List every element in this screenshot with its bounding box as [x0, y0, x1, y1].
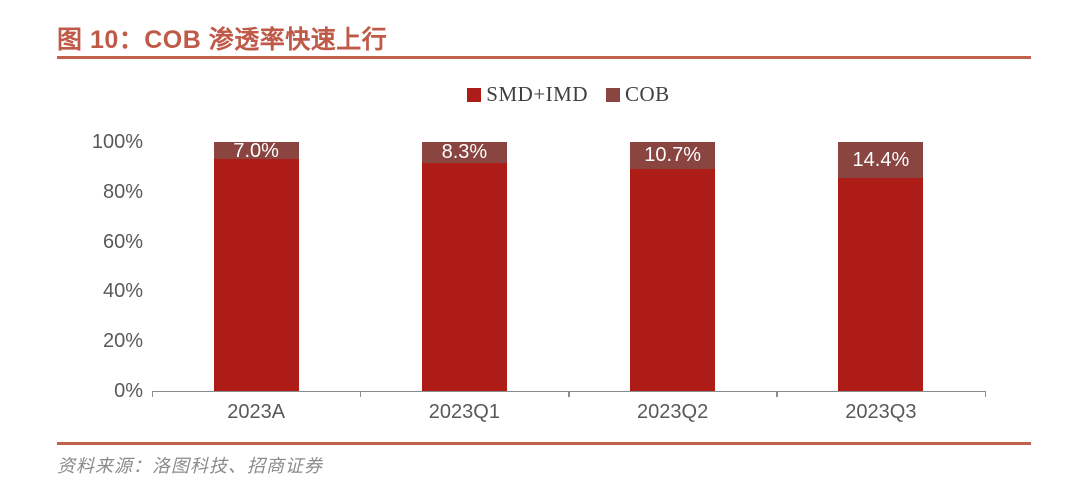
legend-swatch-cob-icon — [606, 87, 620, 102]
source-text: 资料来源：洛图科技、招商证券 — [57, 456, 323, 476]
bar-data-label: 10.7% — [644, 144, 701, 167]
bar-segment-smd-imd — [838, 177, 924, 391]
bar-segment-cob: 7.0% — [213, 139, 299, 162]
y-axis-labels: 0% 20% 40% 60% 80% 100% — [57, 0, 143, 501]
y-tick-label: 40% — [102, 280, 143, 303]
legend-swatch-smd-imd-icon — [467, 87, 482, 102]
title-divider — [57, 56, 1031, 59]
legend-item-cob: COB — [606, 82, 670, 107]
x-axis-tick — [359, 391, 362, 397]
stacked-bar-2023Q1: 8.3% — [421, 141, 507, 391]
bar-segment-cob: 14.4% — [838, 142, 924, 178]
x-axis-tick — [984, 391, 986, 397]
y-tick-label: 100% — [91, 131, 143, 153]
bottom-divider — [57, 442, 1031, 445]
bar-data-label: 7.0% — [233, 139, 279, 162]
x-axis-tick — [151, 391, 153, 397]
bar-segment-smd-imd — [421, 162, 507, 391]
y-tick-label: 60% — [102, 230, 143, 253]
plot-area: 7.0% 8.3% 10.7% 14.4% — [151, 139, 986, 397]
stacked-bar-2023Q3: 14.4% — [838, 142, 924, 391]
x-axis-labels: 2023A 2023Q1 2023Q2 2023Q3 — [152, 401, 985, 427]
legend-label-smd-imd: SMD+IMD — [486, 82, 588, 106]
bar-data-label: 14.4% — [852, 148, 910, 171]
bar-segment-cob: 8.3% — [421, 141, 507, 164]
x-category-label: 2023A — [227, 401, 286, 423]
bar-segment-cob: 10.7% — [630, 142, 716, 169]
x-category-label: 2023Q1 — [428, 401, 500, 423]
stacked-bar-2023Q2: 10.7% — [630, 142, 716, 391]
bar-data-label: 8.3% — [441, 141, 488, 164]
legend-item-smd-imd: SMD+IMD — [467, 82, 588, 107]
chart-legend: SMD+IMD COB — [152, 82, 985, 107]
figure-title: 图 10：COB 渗透率快速上行 — [57, 26, 388, 54]
y-tick-label: 0% — [114, 380, 143, 402]
x-category-label: 2023Q3 — [845, 401, 917, 423]
bar-segment-smd-imd — [213, 159, 299, 391]
bar-segment-smd-imd — [630, 168, 716, 391]
x-axis-tick — [776, 391, 778, 397]
y-tick-label: 20% — [102, 330, 143, 353]
y-tick-label: 80% — [102, 180, 143, 203]
stacked-bar-2023A: 7.0% — [213, 139, 299, 391]
x-axis-tick — [568, 391, 570, 397]
x-category-label: 2023Q2 — [637, 401, 709, 423]
legend-label-cob: COB — [625, 82, 670, 106]
